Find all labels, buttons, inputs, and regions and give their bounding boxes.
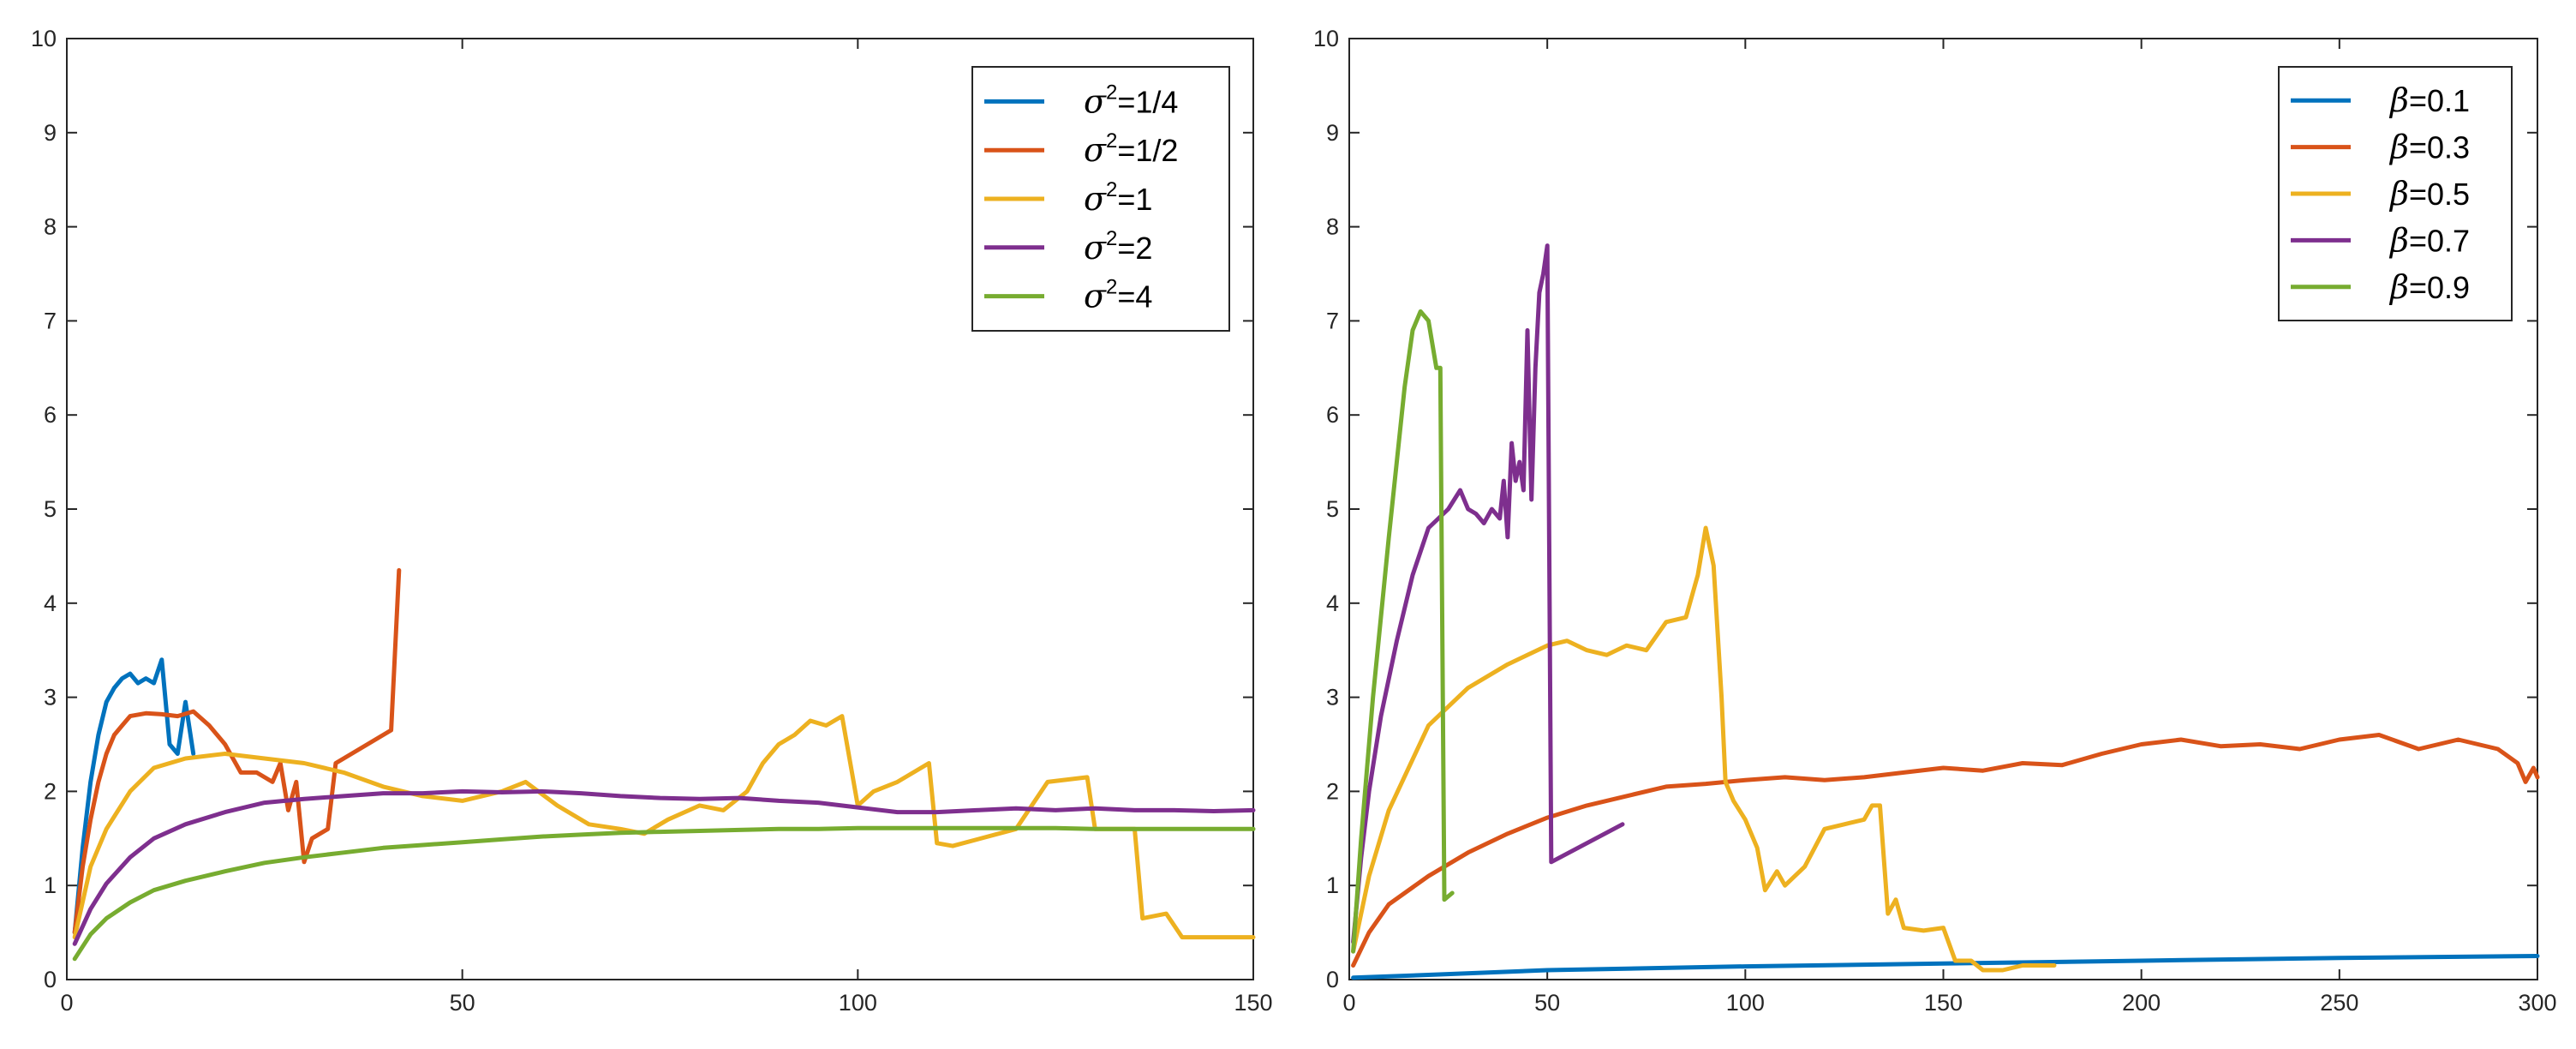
- legend-superscript: 2: [1106, 227, 1117, 250]
- y-tick-label: 6: [44, 402, 57, 428]
- y-tick-label: 6: [1326, 402, 1339, 428]
- x-tick-label: 300: [2518, 990, 2556, 1016]
- y-tick-label: 5: [1326, 496, 1339, 522]
- right-legend: β=0.1β=0.3β=0.5β=0.7β=0.9: [2278, 66, 2513, 321]
- legend-value: =1/4: [1117, 84, 1178, 119]
- legend-label: β=0.9: [2388, 268, 2470, 306]
- legend-value: =0.1: [2409, 83, 2470, 118]
- legend-value: =4: [1117, 279, 1152, 315]
- legend-symbol: β: [2388, 268, 2409, 306]
- y-tick-label: 8: [44, 214, 57, 240]
- y-tick-label: 0: [44, 967, 57, 992]
- legend-label: σ2=1: [1084, 178, 1152, 218]
- x-tick-label: 150: [1924, 990, 1963, 1016]
- y-tick-label: 3: [1326, 685, 1339, 710]
- y-tick-label: 8: [1326, 214, 1339, 240]
- x-tick-label: 150: [1234, 990, 1272, 1016]
- right-ticks: 0 50 100 150 200 250 300 0 1 2 3 4 5 6 7 8 9 10: [1313, 26, 2557, 1016]
- legend-label: σ2=4: [1084, 276, 1152, 315]
- legend-label: σ2=1/4: [1084, 81, 1178, 120]
- legend-superscript: 2: [1106, 178, 1117, 201]
- x-tick-label: 250: [2320, 990, 2358, 1016]
- legend-symbol: σ: [1084, 82, 1107, 120]
- legend-symbol: β: [2388, 221, 2409, 259]
- legend-symbol: σ: [1084, 229, 1107, 267]
- left-legend: σ2=1/4σ2=1/2σ2=1σ2=2σ2=4: [971, 66, 1230, 332]
- x-tick-label: 100: [839, 990, 877, 1016]
- x-tick-label: 50: [1534, 990, 1560, 1016]
- legend-symbol: σ: [1084, 278, 1107, 315]
- y-tick-label: 3: [44, 685, 57, 710]
- legend-superscript: 2: [1106, 81, 1117, 104]
- series-line-3: [1351, 525, 2057, 973]
- legend-superscript: 2: [1106, 129, 1117, 153]
- legend-value: =0.5: [2409, 177, 2470, 212]
- y-tick-label: 7: [44, 308, 57, 333]
- series-line-3: [72, 714, 1256, 940]
- series-line-4: [1351, 243, 1625, 944]
- legend-symbol: β: [2388, 175, 2409, 213]
- right-series-lines: [1351, 243, 2540, 980]
- y-tick-label: 4: [44, 590, 57, 616]
- legend-symbol: β: [2388, 81, 2409, 119]
- legend-label: β=0.3: [2388, 129, 2470, 166]
- series-line-4: [72, 788, 1256, 946]
- legend-symbol: β: [2388, 129, 2409, 166]
- legend-value: =0.9: [2409, 270, 2470, 305]
- y-tick-label: 1: [44, 872, 57, 898]
- y-tick-label: 7: [1326, 308, 1339, 333]
- x-tick-label: 50: [450, 990, 475, 1016]
- legend-label: β=0.1: [2388, 81, 2470, 119]
- legend-value: =0.7: [2409, 223, 2470, 258]
- y-tick-label: 9: [44, 120, 57, 146]
- x-tick-label: 0: [60, 990, 73, 1016]
- series-line-1: [72, 657, 196, 935]
- series-line-2: [1351, 733, 2540, 968]
- legend-symbol: σ: [1084, 180, 1107, 218]
- legend-label: σ2=1/2: [1084, 129, 1178, 169]
- y-tick-label: 1: [1326, 872, 1339, 898]
- y-tick-label: 5: [44, 496, 57, 522]
- legend-symbol: σ: [1084, 131, 1107, 169]
- legend-value: =0.3: [2409, 130, 2470, 165]
- y-tick-label: 2: [44, 778, 57, 804]
- series-line-5: [1351, 309, 1455, 954]
- legend-label: β=0.7: [2388, 221, 2470, 259]
- left-series-lines: [72, 567, 1256, 962]
- y-tick-label: 4: [1326, 590, 1339, 616]
- y-tick-label: 0: [1326, 967, 1339, 992]
- legend-value: =2: [1117, 231, 1152, 266]
- y-tick-label: 2: [1326, 778, 1339, 804]
- legend-label: σ2=2: [1084, 227, 1152, 267]
- x-tick-label: 100: [1726, 990, 1765, 1016]
- legend-value: =1: [1117, 182, 1152, 217]
- x-tick-label: 0: [1342, 990, 1355, 1016]
- legend-superscript: 2: [1106, 276, 1117, 299]
- left-ticks: 0 50 100 150 0 1 2 3 4 5 6 7 8 9 10: [31, 26, 1273, 1016]
- y-tick-label: 10: [1313, 26, 1339, 51]
- y-tick-label: 9: [1326, 120, 1339, 146]
- y-tick-label: 10: [31, 26, 57, 51]
- legend-value: =1/2: [1117, 133, 1178, 168]
- series-line-5: [72, 825, 1256, 962]
- legend-label: β=0.5: [2388, 175, 2470, 213]
- x-tick-label: 200: [2122, 990, 2161, 1016]
- series-line-1: [1351, 954, 2540, 980]
